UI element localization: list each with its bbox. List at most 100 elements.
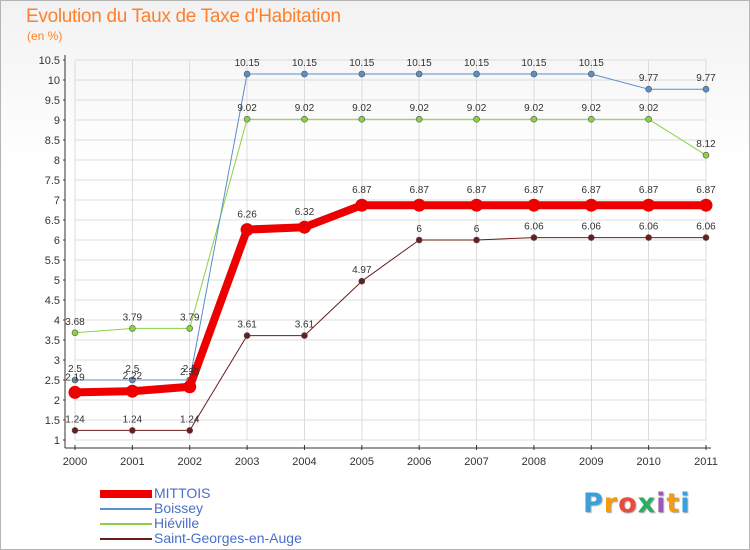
data-point-saint-georges-en-auge: [530, 234, 538, 241]
data-label-boissey: 9.77: [639, 73, 659, 84]
data-point-hieville: [243, 115, 251, 123]
x-tick-label: 2010: [636, 456, 660, 468]
legend-swatch: [100, 508, 152, 510]
legend-label: Saint-Georges-en-Auge: [154, 530, 302, 546]
data-point-saint-georges-en-auge: [243, 332, 251, 339]
data-point-mittois: [355, 198, 369, 212]
x-tick-label: 2002: [177, 456, 201, 468]
x-tick-label: 2006: [407, 456, 431, 468]
data-point-saint-georges-en-auge: [129, 427, 136, 434]
data-label-boissey: 2.5: [183, 364, 197, 375]
data-label-hieville: 3.79: [123, 312, 143, 323]
data-point-mittois: [297, 220, 311, 234]
y-tick-label: 1.5: [45, 415, 60, 427]
y-tick-label: 6.5: [45, 215, 60, 227]
data-point-mittois: [642, 198, 656, 212]
data-label-saint-georges-en-auge: 1.24: [65, 414, 85, 425]
legend-swatch: [100, 538, 152, 540]
data-labels: 1.24 1.24 1.24 3.61 3.61 4.97 6 6 6.06 6.06 6.06 6.…: [65, 58, 716, 425]
data-label-saint-georges-en-auge: 6.06: [696, 222, 716, 233]
data-label-hieville: 9.02: [524, 103, 544, 114]
data-point-saint-georges-en-auge: [473, 236, 480, 244]
y-tick-label: 3.5: [45, 335, 60, 347]
series-line-hieville: [74, 118, 707, 334]
data-label-mittois: 2.19: [65, 372, 85, 383]
data-point-boissey: [243, 70, 251, 78]
data-label-boissey: 10.15: [349, 58, 374, 69]
data-point-saint-georges-en-auge: [71, 427, 79, 434]
data-label-mittois: 6.26: [237, 210, 257, 221]
y-tick-label: 4: [54, 315, 60, 327]
data-point-hieville: [702, 151, 710, 159]
data-point-hieville: [71, 329, 79, 337]
y-tick-label: 1: [54, 435, 60, 447]
legend-swatch: [100, 490, 152, 498]
y-tick-label: 2: [54, 395, 60, 407]
data-label-hieville: 9.02: [582, 103, 602, 114]
data-label-hieville: 9.02: [295, 103, 315, 114]
x-tick-label: 2007: [464, 456, 488, 468]
y-tick-label: 6: [54, 235, 60, 247]
data-label-saint-georges-en-auge: 1.24: [180, 414, 200, 425]
data-label-boissey: 9.77: [696, 73, 716, 84]
data-label-mittois: 6.87: [696, 185, 716, 196]
y-tick-label: 3: [54, 355, 60, 367]
data-point-boissey: [587, 70, 595, 78]
data-label-saint-georges-en-auge: 1.24: [123, 414, 143, 425]
series-lines: [68, 70, 713, 434]
series-line-saint-georges-en-auge: [74, 237, 707, 431]
x-tick-label: 2011: [694, 456, 718, 468]
data-label-hieville: 3.68: [65, 317, 85, 328]
data-label-saint-georges-en-auge: 6: [416, 224, 422, 235]
chart-title: Evolution du Taux de Taxe d'Habitation: [26, 6, 341, 27]
proxiti-logo: Proxiti: [583, 488, 691, 519]
data-label-mittois: 6.87: [524, 185, 544, 196]
y-tick-label: 5.5: [45, 255, 60, 267]
data-point-boissey: [530, 70, 538, 78]
x-tick-label: 2004: [292, 456, 316, 468]
data-point-mittois: [527, 198, 541, 212]
x-tick-label: 2003: [235, 456, 259, 468]
data-label-mittois: 6.32: [295, 207, 315, 218]
x-tick-label: 2000: [63, 456, 87, 468]
y-tick-label: 8: [54, 155, 60, 167]
y-tick-label: 4.5: [45, 295, 60, 307]
y-tick-label: 7.5: [45, 175, 60, 187]
x-tick-label: 2009: [579, 456, 603, 468]
x-tick-label: 2005: [350, 456, 374, 468]
data-label-saint-georges-en-auge: 6.06: [524, 222, 544, 233]
series-line-mittois: [71, 201, 710, 397]
data-label-saint-georges-en-auge: 6.06: [639, 222, 659, 233]
x-tick-label: 2008: [522, 456, 546, 468]
data-label-mittois: 6.87: [582, 185, 602, 196]
data-label-hieville: 3.79: [180, 312, 200, 323]
data-point-hieville: [587, 115, 595, 123]
data-point-saint-georges-en-auge: [587, 234, 595, 241]
data-point-saint-georges-en-auge: [186, 427, 194, 434]
data-label-boissey: 10.15: [292, 58, 317, 69]
data-label-hieville: 9.02: [237, 103, 257, 114]
data-point-hieville: [301, 115, 308, 123]
data-point-mittois: [412, 198, 426, 212]
data-label-mittois: 2.22: [123, 371, 143, 382]
data-point-mittois: [470, 198, 484, 212]
data-label-boissey: 10.15: [579, 58, 604, 69]
data-label-hieville: 9.02: [467, 103, 487, 114]
data-label-saint-georges-en-auge: 6.06: [582, 222, 602, 233]
data-point-boissey: [415, 70, 423, 78]
series-line-boissey: [74, 73, 707, 381]
y-tick-label: 8.5: [45, 135, 60, 147]
y-tick-label: 10.5: [39, 55, 60, 67]
legend-label: Hiéville: [154, 515, 200, 531]
data-point-hieville: [473, 115, 480, 123]
data-point-saint-georges-en-auge: [358, 277, 366, 285]
data-point-hieville: [645, 115, 652, 123]
data-label-hieville: 9.02: [409, 103, 429, 114]
data-point-saint-georges-en-auge: [645, 234, 652, 241]
data-point-saint-georges-en-auge: [301, 332, 308, 339]
chart-unit-label: (en %): [27, 29, 63, 43]
data-point-boissey: [702, 85, 710, 93]
legend-swatch: [100, 523, 152, 525]
grid-lines: [74, 59, 707, 441]
